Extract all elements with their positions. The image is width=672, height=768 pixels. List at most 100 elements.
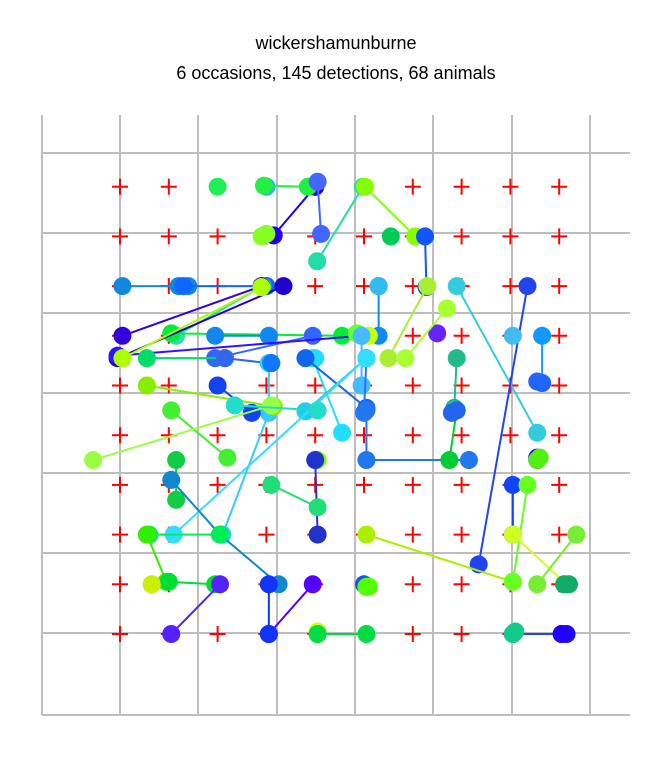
animal-track [84, 396, 281, 470]
detection-point [503, 326, 522, 345]
animal-track [164, 349, 376, 544]
animal-track [442, 401, 466, 422]
detection-point [308, 252, 327, 271]
detection-point [259, 625, 278, 643]
detection-point [162, 625, 181, 643]
detection-point [440, 451, 459, 470]
animal-track [447, 277, 547, 442]
trap-marker [160, 228, 177, 245]
animal-track [262, 475, 327, 517]
movement-line [311, 357, 343, 434]
detection-point [528, 423, 547, 442]
detection-point [357, 349, 376, 368]
movement-line [122, 285, 262, 337]
detection-point [262, 475, 281, 494]
detection-point [357, 625, 376, 643]
trap-marker [112, 228, 128, 245]
chart-subtitle: 6 occasions, 145 detections, 68 animals [176, 63, 496, 83]
detection-point [162, 470, 181, 489]
detection-point [530, 448, 549, 467]
trap-marker [112, 427, 128, 444]
detection-point [113, 349, 132, 368]
trap-marker [404, 526, 421, 543]
animal-track [306, 451, 327, 544]
trap-layer [112, 178, 568, 642]
animal-track [503, 326, 522, 345]
detection-point [262, 354, 281, 373]
detection-point [303, 575, 322, 594]
trap-marker [356, 228, 372, 245]
detection-point [167, 451, 186, 470]
detection-point [211, 575, 230, 594]
trap-marker [209, 476, 226, 493]
detection-point [167, 490, 186, 509]
animal-track [552, 625, 576, 643]
detection-point [137, 525, 156, 544]
trap-marker [404, 427, 421, 444]
detection-point [428, 324, 447, 343]
detection-point [503, 475, 522, 494]
detection-point [381, 227, 400, 246]
trap-marker [209, 228, 226, 245]
detection-point [447, 277, 466, 296]
trap-marker [307, 278, 324, 295]
animal-track [254, 176, 317, 196]
trap-marker [453, 526, 470, 543]
detection-point [137, 349, 156, 368]
detection-point [447, 349, 466, 368]
movement-line [92, 404, 272, 462]
trap-marker [258, 377, 275, 394]
detection-point [352, 376, 371, 395]
detection-point [518, 475, 537, 494]
movement-line [117, 334, 362, 357]
detection-point [355, 177, 374, 196]
animal-track [357, 577, 378, 596]
detection-point [254, 176, 273, 195]
detection-point [396, 349, 415, 368]
detection-point [533, 374, 552, 393]
trap-marker [453, 476, 470, 493]
trap-marker [502, 278, 519, 295]
animal-track [528, 525, 586, 594]
trap-marker [258, 526, 275, 543]
trap-marker [453, 327, 470, 344]
animal-track [308, 625, 376, 643]
movement-line [387, 285, 429, 359]
detection-point [359, 577, 378, 596]
trap-marker [404, 327, 421, 344]
detection-point [303, 326, 322, 345]
detection-point [208, 177, 227, 196]
animal-track [357, 525, 522, 591]
detection-point [459, 451, 478, 470]
detection-point [552, 625, 571, 643]
track-layer [84, 172, 586, 643]
trap-marker [551, 327, 568, 344]
trap-marker [112, 178, 128, 195]
animal-track [528, 448, 549, 470]
animal-track [379, 277, 437, 368]
detection-point [352, 326, 371, 345]
detection-point [357, 451, 376, 470]
animal-track [369, 277, 388, 296]
trap-marker [112, 626, 128, 642]
detection-point [142, 575, 161, 594]
trap-marker [502, 228, 519, 245]
animal-track [308, 172, 331, 243]
movement-line [304, 357, 368, 409]
animal-track [208, 376, 261, 422]
trap-marker [356, 476, 372, 493]
animal-track [252, 224, 276, 246]
animal-track [381, 227, 400, 246]
animal-track [357, 401, 478, 470]
detection-point [225, 396, 244, 415]
detection-point [533, 326, 552, 345]
trap-marker [112, 377, 128, 394]
detection-point [159, 572, 178, 591]
trap-marker [209, 626, 226, 642]
trap-marker [551, 228, 568, 245]
detection-point [252, 278, 271, 297]
movement-line [170, 583, 221, 635]
trap-marker [453, 427, 470, 444]
